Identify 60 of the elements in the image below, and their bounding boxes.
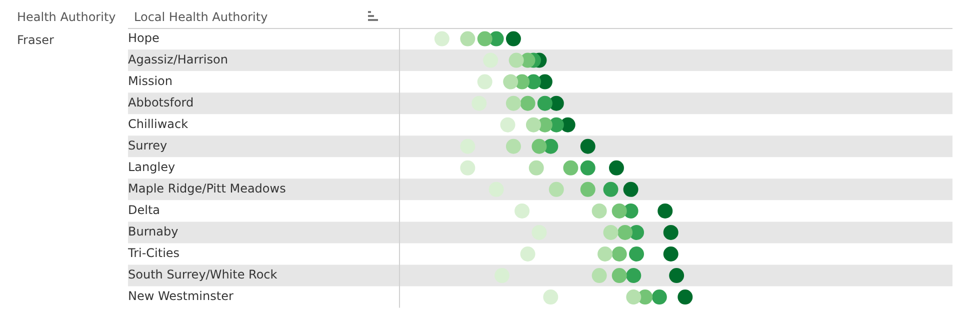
point xyxy=(592,268,607,284)
y-axis-title: Local Health Authority xyxy=(134,10,268,24)
text: Fraser xyxy=(17,33,54,47)
y-tick-label: Maple Ridge/Pitt Meadows xyxy=(128,182,286,196)
point xyxy=(514,203,530,218)
point xyxy=(477,74,492,90)
point xyxy=(592,203,607,218)
point xyxy=(508,52,524,68)
point xyxy=(678,290,693,305)
y-tick-label: Chilliwack xyxy=(128,116,188,131)
point xyxy=(506,31,521,46)
point xyxy=(626,290,642,305)
point xyxy=(618,224,633,240)
point xyxy=(603,224,618,240)
point xyxy=(669,268,684,284)
y-tick-label: Agassiz/Harrison xyxy=(128,52,228,66)
point xyxy=(652,290,667,305)
point xyxy=(612,268,627,284)
y-tick-label: Abbotsford xyxy=(128,95,194,110)
y-tick-label: South Surrey/White Rock xyxy=(128,268,278,282)
point xyxy=(580,182,596,197)
y-tick-label: Delta xyxy=(128,203,160,218)
point xyxy=(629,246,644,262)
point xyxy=(663,224,678,240)
point xyxy=(623,182,638,197)
point xyxy=(532,138,547,154)
point xyxy=(528,160,544,176)
point xyxy=(598,246,613,262)
point xyxy=(520,96,536,111)
point xyxy=(658,203,673,218)
y-tick-label: Mission xyxy=(128,74,172,88)
point xyxy=(608,160,624,176)
y-tick-label: Surrey xyxy=(128,138,168,152)
point xyxy=(506,96,521,111)
point xyxy=(460,31,476,46)
point xyxy=(548,182,564,197)
point xyxy=(500,117,516,132)
point xyxy=(626,268,642,284)
y-tick-label: Burnaby xyxy=(128,224,178,239)
point xyxy=(434,31,450,46)
y-tick-label: Langley xyxy=(128,160,176,174)
point xyxy=(526,117,541,132)
point xyxy=(663,246,678,262)
point xyxy=(563,160,578,176)
point xyxy=(477,31,492,46)
point xyxy=(612,246,627,262)
point xyxy=(506,138,521,154)
point xyxy=(520,246,536,262)
y-tick-label: New Westminster xyxy=(128,289,234,304)
point xyxy=(612,203,627,218)
point xyxy=(580,160,596,176)
y-tick-label: Tri-Cities xyxy=(127,246,180,260)
point xyxy=(503,74,518,90)
point xyxy=(580,138,596,154)
y-tick-label: Hope xyxy=(128,30,160,45)
point xyxy=(537,96,552,111)
point xyxy=(460,160,476,176)
point xyxy=(543,290,558,305)
text: Health Authority xyxy=(17,10,116,24)
point xyxy=(603,182,618,197)
